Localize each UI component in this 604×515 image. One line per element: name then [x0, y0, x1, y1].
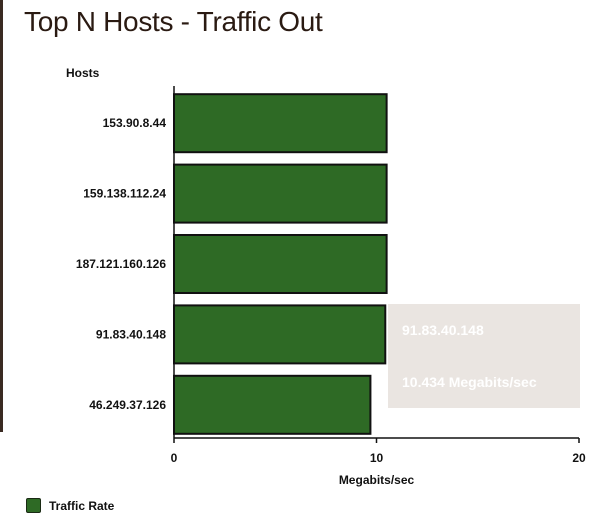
legend-swatch: [26, 498, 41, 513]
y-tick-label: 159.138.112.24: [83, 187, 166, 201]
y-tick-label: 91.83.40.148: [96, 327, 166, 341]
legend: Traffic Rate: [26, 498, 114, 513]
tooltip-value: 10.434 Megabits/sec: [402, 374, 537, 390]
legend-label: Traffic Rate: [49, 498, 115, 513]
y-axis-title: Hosts: [66, 66, 100, 80]
bar: [173, 234, 388, 294]
y-tick-label: 187.121.160.126: [76, 257, 166, 271]
y-tick-label: 153.90.8.44: [103, 116, 167, 130]
x-axis-title: Megabits/sec: [339, 473, 415, 487]
x-tick-label: 20: [572, 451, 586, 465]
y-tick-label: 46.249.37.126: [89, 398, 166, 412]
x-tick-label: 0: [171, 451, 178, 465]
chart-title: Top N Hosts - Traffic Out: [24, 6, 323, 37]
bar: [173, 374, 372, 435]
bar: [173, 304, 387, 365]
x-tick-label: 10: [370, 451, 384, 465]
left-border: [0, 0, 3, 432]
bar: [173, 163, 388, 224]
bar-tooltip: 91.83.40.148 10.434 Megabits/sec: [388, 304, 580, 408]
bar: [173, 93, 388, 154]
tooltip-host: 91.83.40.148: [402, 322, 484, 338]
